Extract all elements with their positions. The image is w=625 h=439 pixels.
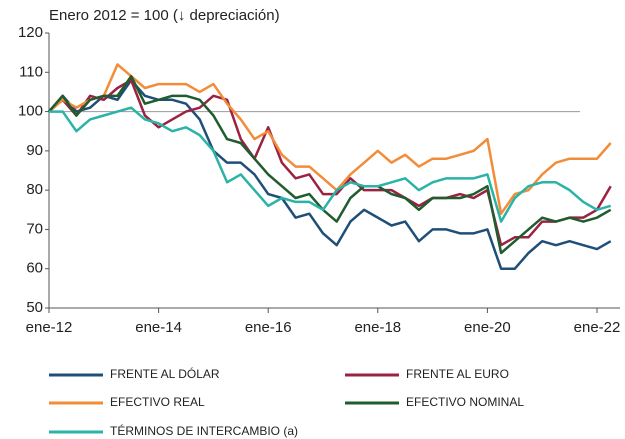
chart-title: Enero 2012 = 100 (↓ depreciación) xyxy=(49,7,280,24)
legend-label: FRENTE AL DÓLAR xyxy=(110,366,220,381)
y-tick-label: 120 xyxy=(18,24,43,41)
series-line xyxy=(49,106,612,223)
series-line xyxy=(48,63,612,215)
legend-label: EFECTIVO NOMINAL xyxy=(406,395,524,409)
y-tick-label: 90 xyxy=(26,142,43,159)
legend-label: EFECTIVO REAL xyxy=(110,395,205,409)
y-tick-label: 80 xyxy=(26,181,43,198)
legend-label: FRENTE AL EURO xyxy=(406,367,509,381)
x-tick-label: ene-20 xyxy=(464,319,511,336)
series-line xyxy=(48,78,612,270)
series-line xyxy=(48,78,612,247)
x-tick-label: ene-16 xyxy=(245,319,292,336)
y-tick-label: 110 xyxy=(19,63,43,80)
x-tick-label: ene-18 xyxy=(354,319,401,336)
legend-label: TÉRMINOS DE INTERCAMBIO (a) xyxy=(110,423,298,438)
y-tick-label: 50 xyxy=(26,299,43,316)
x-tick-label: ene-22 xyxy=(574,319,621,336)
y-tick-label: 100 xyxy=(18,103,43,120)
y-tick-label: 60 xyxy=(26,260,43,277)
x-tick-label: ene-14 xyxy=(135,319,182,336)
x-tick-label: ene-12 xyxy=(26,319,73,336)
y-tick-label: 70 xyxy=(26,220,43,237)
series-line xyxy=(48,74,612,255)
